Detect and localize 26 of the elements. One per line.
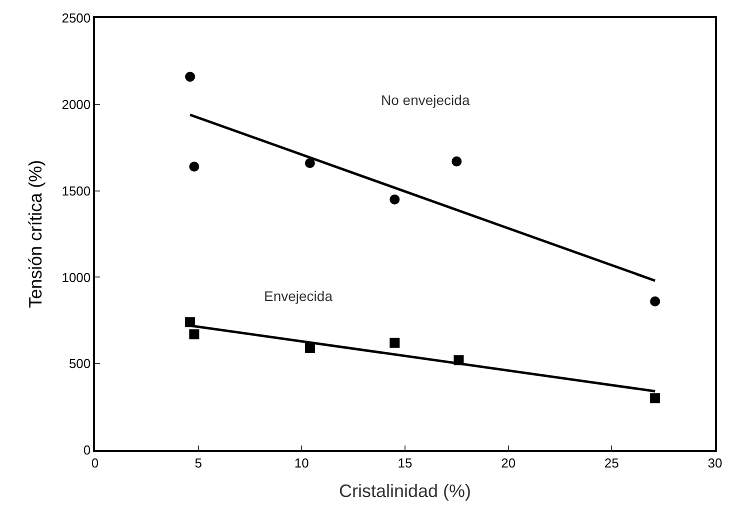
point [304, 158, 315, 168]
annotation: Envejecida [264, 288, 333, 304]
point [650, 296, 660, 306]
x-tick-label: 20 [501, 455, 516, 470]
annotation: No envejecida [381, 92, 470, 108]
point [304, 343, 315, 354]
x-tick-label: 15 [398, 455, 412, 470]
y-tick-label: 2000 [62, 96, 91, 112]
x-tick-label: 30 [708, 455, 722, 470]
y-axis-title: Tensión crítica (%) [25, 160, 46, 308]
point [189, 329, 200, 340]
point [390, 338, 400, 348]
x-axis-title: Cristalinidad (%) [338, 480, 472, 501]
point [185, 72, 196, 82]
point [189, 162, 200, 172]
point [452, 156, 462, 166]
point [390, 194, 400, 204]
y-tick-label: 0 [83, 442, 91, 458]
x-tick-label: 25 [604, 455, 619, 470]
point [650, 393, 660, 404]
y-tick-label: 500 [68, 356, 91, 372]
y-tick-label: 1500 [62, 183, 91, 198]
y-tick-label: 1000 [62, 270, 91, 285]
x-tick-label: 10 [294, 455, 309, 470]
y-tick-label: 2500 [62, 10, 91, 26]
x-tick-label: 5 [194, 455, 202, 470]
